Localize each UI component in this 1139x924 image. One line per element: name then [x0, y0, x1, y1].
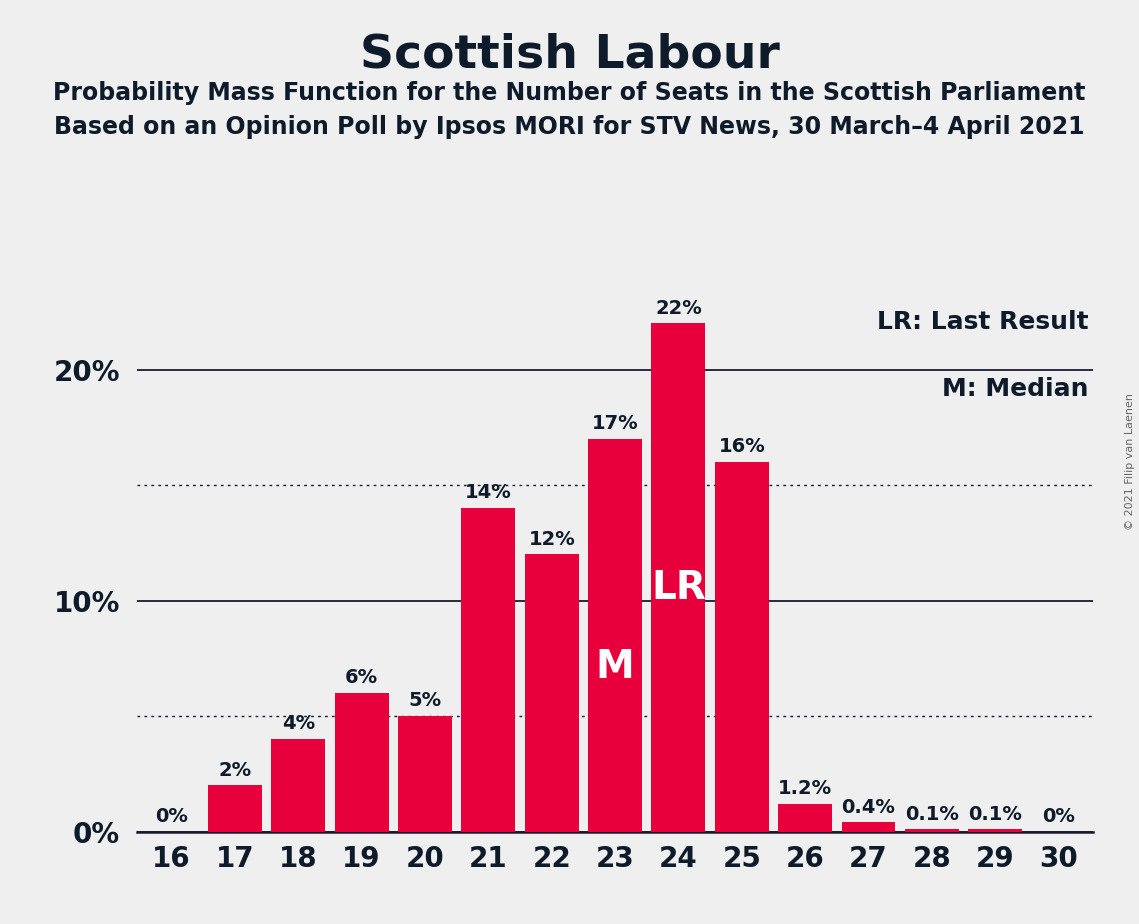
Text: 5%: 5% — [409, 691, 442, 711]
Text: 0.1%: 0.1% — [904, 805, 959, 823]
Text: 12%: 12% — [528, 529, 575, 549]
Text: Scottish Labour: Scottish Labour — [360, 32, 779, 78]
Bar — [906, 830, 959, 832]
Text: 16%: 16% — [719, 437, 765, 456]
Text: 0.4%: 0.4% — [842, 797, 895, 817]
Text: 4%: 4% — [281, 714, 314, 734]
Bar — [968, 830, 1022, 832]
Text: 0.1%: 0.1% — [968, 805, 1022, 823]
Text: © 2021 Filip van Laenen: © 2021 Filip van Laenen — [1125, 394, 1134, 530]
Bar — [271, 739, 325, 832]
Text: 22%: 22% — [655, 298, 702, 318]
Bar — [398, 716, 452, 832]
Bar — [588, 439, 642, 832]
Bar — [778, 804, 833, 832]
Text: 17%: 17% — [592, 414, 638, 433]
Text: LR: LR — [652, 568, 706, 607]
Text: 2%: 2% — [219, 760, 252, 780]
Bar — [842, 822, 895, 832]
Text: M: Median: M: Median — [942, 377, 1089, 401]
Text: 6%: 6% — [345, 668, 378, 687]
Text: 0%: 0% — [1042, 807, 1075, 826]
Bar — [652, 323, 705, 832]
Text: Based on an Opinion Poll by Ipsos MORI for STV News, 30 March–4 April 2021: Based on an Opinion Poll by Ipsos MORI f… — [55, 115, 1084, 139]
Bar — [525, 554, 579, 832]
Text: 0%: 0% — [155, 807, 188, 826]
Text: M: M — [596, 648, 634, 686]
Bar — [461, 508, 515, 832]
Bar — [335, 693, 388, 832]
Bar — [715, 462, 769, 832]
Text: 1.2%: 1.2% — [778, 779, 833, 798]
Text: LR: Last Result: LR: Last Result — [877, 310, 1089, 334]
Text: 14%: 14% — [465, 483, 511, 503]
Text: Probability Mass Function for the Number of Seats in the Scottish Parliament: Probability Mass Function for the Number… — [54, 81, 1085, 105]
Bar — [208, 785, 262, 832]
